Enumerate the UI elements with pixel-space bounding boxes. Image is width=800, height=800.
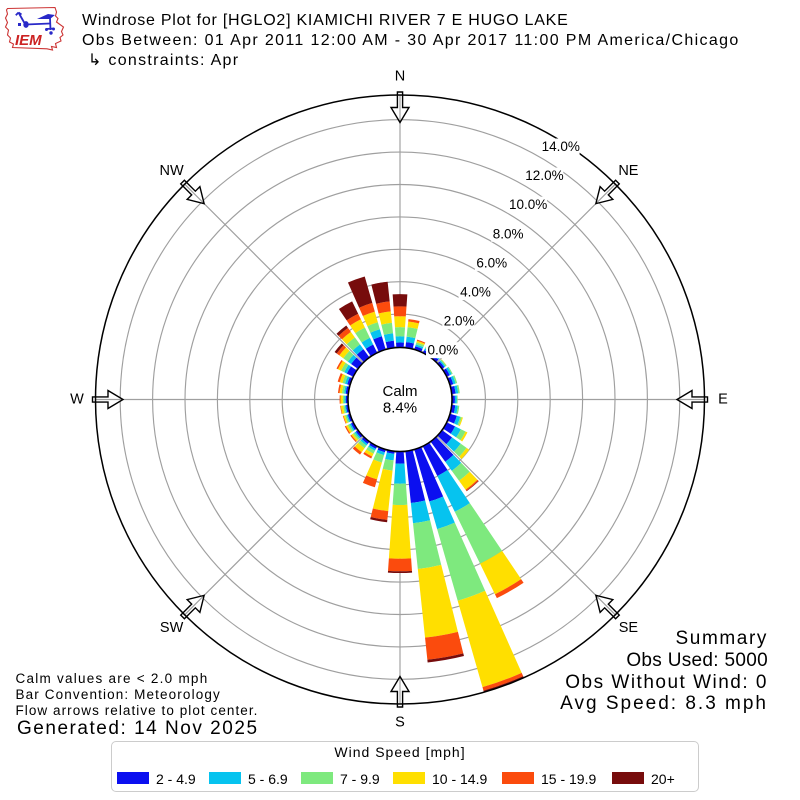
svg-text:SE: SE bbox=[619, 620, 639, 636]
svg-text:W: W bbox=[70, 392, 84, 408]
svg-text:6.0%: 6.0% bbox=[476, 255, 507, 270]
svg-text:Calm: Calm bbox=[382, 383, 417, 400]
svg-text:10.0%: 10.0% bbox=[509, 197, 547, 212]
svg-text:4.0%: 4.0% bbox=[460, 285, 491, 300]
svg-text:14.0%: 14.0% bbox=[542, 139, 580, 154]
svg-text:0.0%: 0.0% bbox=[428, 343, 459, 358]
svg-text:8.4%: 8.4% bbox=[383, 400, 417, 417]
svg-text:IEM: IEM bbox=[15, 32, 42, 49]
svg-text:SW: SW bbox=[160, 620, 184, 636]
svg-text:12.0%: 12.0% bbox=[525, 168, 563, 183]
svg-text:N: N bbox=[395, 69, 405, 85]
svg-text:S: S bbox=[395, 715, 405, 731]
svg-text:2.0%: 2.0% bbox=[444, 314, 475, 329]
svg-text:NW: NW bbox=[160, 163, 184, 179]
svg-text:E: E bbox=[718, 392, 728, 408]
svg-text:8.0%: 8.0% bbox=[493, 226, 524, 241]
svg-text:NE: NE bbox=[618, 163, 638, 179]
